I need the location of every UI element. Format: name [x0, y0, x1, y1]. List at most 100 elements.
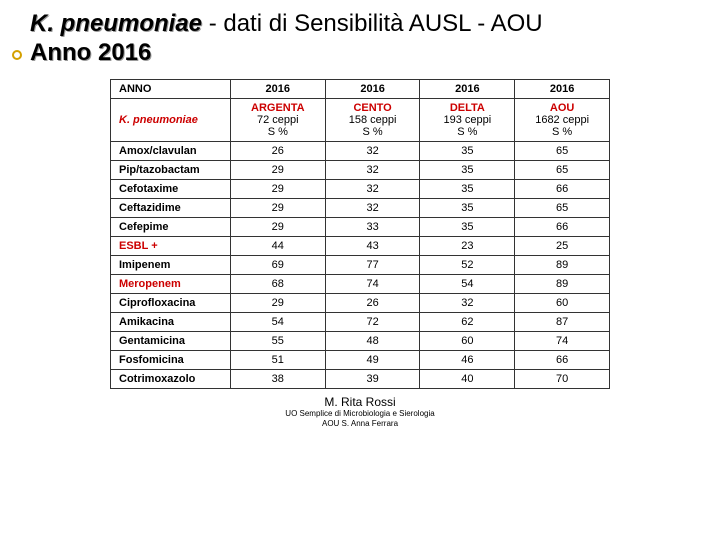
header-row-year: ANNO 2016 2016 2016 2016 — [111, 80, 610, 99]
cell: 52 — [420, 256, 515, 275]
row-label: Ciprofloxacina — [111, 294, 231, 313]
cell: 65 — [515, 142, 610, 161]
row-label: Pip/tazobactam — [111, 161, 231, 180]
table-row: Cefepime29333566 — [111, 218, 610, 237]
cell: 54 — [420, 275, 515, 294]
row-label: Imipenem — [111, 256, 231, 275]
cell: 29 — [230, 199, 325, 218]
sensitivity-table: ANNO 2016 2016 2016 2016 K. pneumoniae A… — [110, 79, 610, 389]
cell: 32 — [420, 294, 515, 313]
cell: 35 — [420, 180, 515, 199]
cell: 44 — [230, 237, 325, 256]
row-label: Amikacina — [111, 313, 231, 332]
cell: 32 — [325, 199, 420, 218]
cell: 33 — [325, 218, 420, 237]
organism-header: K. pneumoniae — [111, 99, 231, 142]
year-col-2: 2016 — [420, 80, 515, 99]
row-label: Ceftazidime — [111, 199, 231, 218]
bullet-icon — [12, 50, 22, 60]
footer-line1: UO Semplice di Microbiologia e Sierologi… — [0, 409, 720, 419]
cell: 70 — [515, 370, 610, 389]
table-row: Imipenem69775289 — [111, 256, 610, 275]
cell: 68 — [230, 275, 325, 294]
cell: 48 — [325, 332, 420, 351]
site-name: DELTA — [426, 102, 508, 114]
table-row: Cefotaxime29323566 — [111, 180, 610, 199]
cell: 65 — [515, 161, 610, 180]
cell: 25 — [515, 237, 610, 256]
cell: 29 — [230, 294, 325, 313]
cell: 87 — [515, 313, 610, 332]
site-s-percent: S % — [332, 126, 414, 138]
cell: 72 — [325, 313, 420, 332]
cell: 51 — [230, 351, 325, 370]
cell: 46 — [420, 351, 515, 370]
cell: 38 — [230, 370, 325, 389]
site-header-1: CENTO158 ceppiS % — [325, 99, 420, 142]
table-row: ESBL +44432325 — [111, 237, 610, 256]
row-label: Meropenem — [111, 275, 231, 294]
table-row: Fosfomicina51494666 — [111, 351, 610, 370]
site-ceppi: 72 ceppi — [237, 114, 319, 126]
cell: 66 — [515, 180, 610, 199]
table-body: Amox/clavulan26323565Pip/tazobactam29323… — [111, 142, 610, 389]
site-header-3: AOU1682 ceppiS % — [515, 99, 610, 142]
table-row: Cotrimoxazolo38394070 — [111, 370, 610, 389]
site-s-percent: S % — [521, 126, 603, 138]
row-label: Cefepime — [111, 218, 231, 237]
title-rest: - dati di Sensibilità AUSL - AOU — [202, 10, 543, 37]
cell: 35 — [420, 199, 515, 218]
site-s-percent: S % — [237, 126, 319, 138]
cell: 29 — [230, 161, 325, 180]
cell: 35 — [420, 218, 515, 237]
cell: 66 — [515, 351, 610, 370]
cell: 23 — [420, 237, 515, 256]
row-label: Cefotaxime — [111, 180, 231, 199]
table-row: Pip/tazobactam29323565 — [111, 161, 610, 180]
site-name: CENTO — [332, 102, 414, 114]
cell: 74 — [515, 332, 610, 351]
year-col-3: 2016 — [515, 80, 610, 99]
cell: 32 — [325, 161, 420, 180]
site-s-percent: S % — [426, 126, 508, 138]
cell: 29 — [230, 218, 325, 237]
cell: 29 — [230, 180, 325, 199]
cell: 43 — [325, 237, 420, 256]
cell: 66 — [515, 218, 610, 237]
site-header-2: DELTA193 ceppiS % — [420, 99, 515, 142]
cell: 62 — [420, 313, 515, 332]
footer: M. Rita Rossi UO Semplice di Microbiolog… — [0, 395, 720, 428]
site-ceppi: 193 ceppi — [426, 114, 508, 126]
table-row: Ceftazidime29323565 — [111, 199, 610, 218]
header-row-sites: K. pneumoniae ARGENTA72 ceppiS %CENTO158… — [111, 99, 610, 142]
row-label: Amox/clavulan — [111, 142, 231, 161]
cell: 32 — [325, 180, 420, 199]
site-ceppi: 158 ceppi — [332, 114, 414, 126]
table-row: Amox/clavulan26323565 — [111, 142, 610, 161]
cell: 60 — [515, 294, 610, 313]
cell: 55 — [230, 332, 325, 351]
cell: 54 — [230, 313, 325, 332]
cell: 65 — [515, 199, 610, 218]
cell: 35 — [420, 161, 515, 180]
cell: 26 — [230, 142, 325, 161]
cell: 74 — [325, 275, 420, 294]
cell: 89 — [515, 275, 610, 294]
row-label: Gentamicina — [111, 332, 231, 351]
table-row: Ciprofloxacina29263260 — [111, 294, 610, 313]
site-name: ARGENTA — [237, 102, 319, 114]
cell: 60 — [420, 332, 515, 351]
cell: 32 — [325, 142, 420, 161]
cell: 39 — [325, 370, 420, 389]
table-row: Gentamicina55486074 — [111, 332, 610, 351]
cell: 35 — [420, 142, 515, 161]
cell: 40 — [420, 370, 515, 389]
title-year: Anno 2016 — [30, 39, 700, 67]
slide-title: K. pneumoniae - dati di Sensibilità AUSL… — [0, 0, 720, 71]
sensitivity-table-wrap: ANNO 2016 2016 2016 2016 K. pneumoniae A… — [110, 79, 610, 389]
row-label: ESBL + — [111, 237, 231, 256]
cell: 69 — [230, 256, 325, 275]
footer-author: M. Rita Rossi — [0, 395, 720, 409]
year-col-0: 2016 — [230, 80, 325, 99]
cell: 89 — [515, 256, 610, 275]
